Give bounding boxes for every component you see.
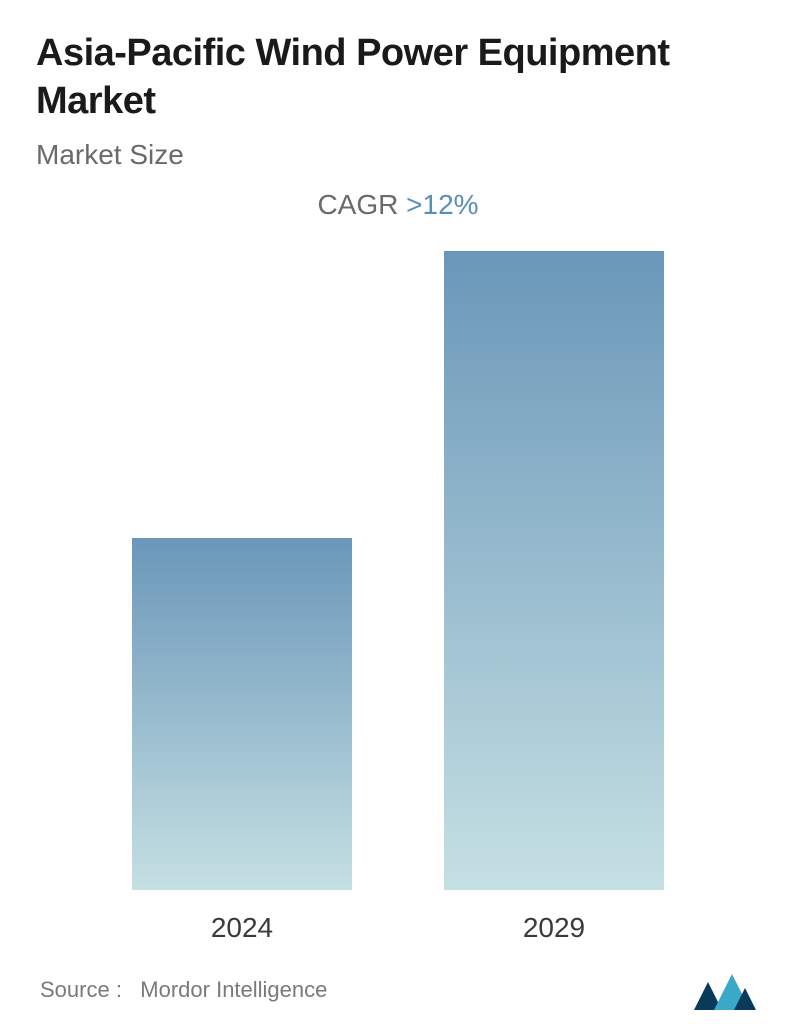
bar-column: 2024 [132,251,352,944]
bars-wrapper: 2024 2029 [56,251,740,944]
bar-column: 2029 [444,251,664,944]
brand-logo-icon [694,970,756,1010]
cagr-line: CAGR >12% [36,189,760,221]
chart-container: Asia-Pacific Wind Power Equipment Market… [0,0,796,1034]
bar-category-label: 2029 [523,912,585,944]
chart-subtitle: Market Size [36,139,760,171]
cagr-value: >12% [406,189,478,220]
source-value: Mordor Intelligence [140,977,327,1002]
bar [132,538,352,890]
source-label: Source : [40,977,122,1002]
chart-title: Asia-Pacific Wind Power Equipment Market [36,30,760,125]
chart-footer: Source : Mordor Intelligence [36,970,760,1014]
cagr-label: CAGR [317,189,398,220]
source-text: Source : Mordor Intelligence [40,977,327,1003]
chart-plot-area: 2024 2029 [56,251,740,944]
bar-category-label: 2024 [211,912,273,944]
bar [444,251,664,890]
